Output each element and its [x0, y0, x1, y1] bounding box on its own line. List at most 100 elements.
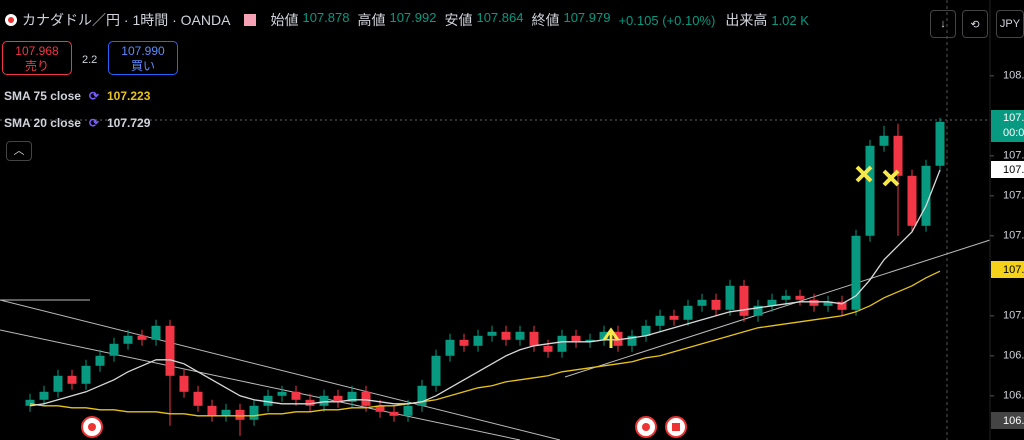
candle-body [501, 331, 511, 340]
candle-body [193, 391, 203, 406]
candle-body [711, 299, 721, 310]
candle-body [221, 409, 231, 416]
download-button[interactable]: ↓ [930, 10, 956, 38]
legend-value: 107.729 [106, 116, 151, 130]
candle-body [25, 399, 35, 406]
last-price-badge [991, 110, 1024, 142]
candle-body [837, 301, 847, 310]
candle-body [655, 315, 665, 326]
countdown: 00:0 [1003, 127, 1024, 139]
candle-body [109, 343, 119, 356]
candle-body [249, 405, 259, 420]
sell-price: 107.968 [15, 44, 59, 58]
candle-body [375, 405, 385, 412]
y-tick-label: 107. [1003, 190, 1024, 202]
candle-body [291, 391, 301, 400]
sell-button[interactable]: 107.968 売り [2, 41, 72, 75]
sma75-axis-label: 107. [1003, 264, 1024, 276]
candle-body [585, 339, 595, 342]
candle-body [53, 375, 63, 392]
event-icons [81, 416, 687, 438]
ohlc-value: 107.979 [563, 10, 611, 25]
candle-body [95, 355, 105, 366]
buy-label: 買い [130, 59, 155, 73]
candle-body [753, 305, 763, 316]
candle-body [571, 335, 581, 342]
trendline [564, 239, 991, 378]
candle-body [417, 385, 427, 406]
candle-body [389, 411, 399, 416]
candle-body [179, 375, 189, 392]
candle-body [67, 375, 77, 384]
trendline [0, 299, 561, 440]
arrow-marker [602, 327, 620, 348]
candle-body [809, 299, 819, 306]
crosshair-badge [991, 412, 1024, 429]
candle-body [865, 145, 875, 236]
buy-price: 107.990 [121, 44, 165, 58]
candle-body [641, 325, 651, 336]
candle-body [137, 335, 147, 340]
candle-body [543, 345, 553, 352]
buy-button[interactable]: 107.990 買い [108, 41, 178, 75]
candle-body [431, 355, 441, 386]
candle-body [907, 175, 917, 226]
last-price-label: 107. [1003, 112, 1024, 124]
candle-body [361, 391, 371, 406]
candle-body [459, 339, 469, 346]
cross-markers [855, 165, 900, 187]
candle-body [445, 339, 455, 356]
volume: 1.02 K [771, 12, 809, 28]
volume-label: 出来高 [725, 12, 768, 28]
symbol-icon [5, 14, 17, 26]
candle-body [739, 285, 749, 316]
candle-body [487, 331, 497, 336]
candle-body [123, 335, 133, 344]
candle-body [81, 365, 91, 384]
candle-body [669, 315, 679, 320]
symbol-title: カナダドル／円 · 1時間 · OANDA [22, 12, 231, 28]
candle-body [879, 135, 889, 146]
candle-body [319, 395, 329, 406]
candle-body [599, 331, 609, 340]
candle-body [277, 391, 287, 396]
candle-body [165, 325, 175, 376]
candle-body [403, 405, 413, 416]
ohlc-value: 107.992 [389, 10, 437, 25]
candle-body [893, 135, 903, 176]
candle-body [697, 299, 707, 306]
y-tick-label: 107. [1003, 230, 1024, 242]
legend-value: 107.223 [106, 89, 151, 103]
candle-body [207, 405, 217, 416]
candle-body [851, 235, 861, 310]
candle-body [683, 305, 693, 320]
candle-body [151, 325, 161, 340]
ohlc-value: 107.878 [302, 10, 350, 25]
candle-body [235, 409, 245, 420]
candle-body [795, 295, 805, 300]
y-tick-label: 106. [1003, 390, 1024, 402]
fullscreen-button[interactable]: ⟲ [962, 10, 988, 38]
candle-body [305, 399, 315, 406]
candle-body [473, 335, 483, 346]
candle-body [557, 335, 567, 352]
y-tick-label: 107. [1003, 150, 1024, 162]
collapse-button[interactable]: ︿ [6, 141, 32, 161]
ohlc-label: 安値 [444, 12, 473, 28]
sma-line [29, 270, 941, 417]
candle-body [921, 165, 931, 226]
y-tick-label: 107. [1003, 310, 1024, 322]
trendline [0, 329, 521, 440]
crosshair-label: 106. [1003, 415, 1024, 427]
candle-body [515, 331, 525, 340]
candle-body [725, 285, 735, 310]
candle-body [823, 301, 833, 306]
candle-body [935, 121, 945, 166]
ohlc-label: 高値 [357, 12, 386, 28]
header: カナダドル／円 · 1時間 · OANDA 始値 107.878 高値 107.992… [4, 10, 809, 30]
currency-button[interactable]: JPY [996, 10, 1024, 38]
candle-body [333, 395, 343, 402]
ohlc-label: 始値 [270, 12, 299, 28]
